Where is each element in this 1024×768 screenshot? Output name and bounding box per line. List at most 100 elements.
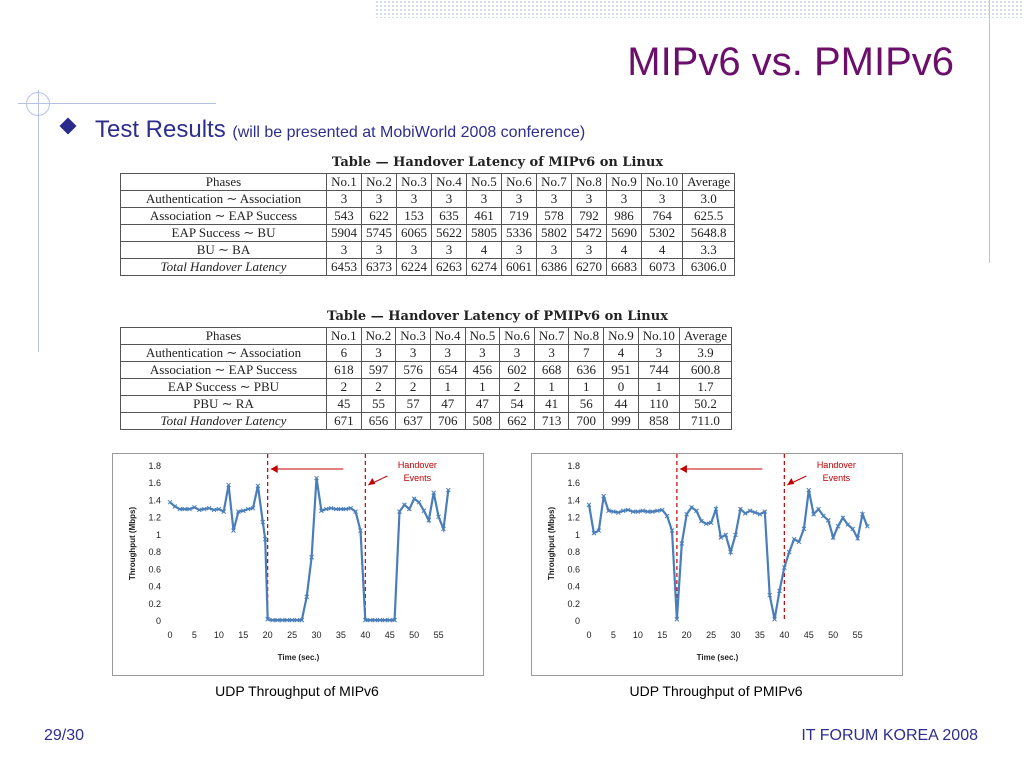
annotation-arrow-head-2 [368,478,376,485]
value-cell: 47 [429,395,466,413]
data-point-marker [640,508,646,514]
phase-cell: PBU ∼ RA [120,395,327,413]
data-point-marker [255,483,261,489]
value-cell: 706 [429,412,466,430]
y-tick-label: 0.4 [567,582,580,592]
value-cell: 3 [429,344,466,362]
data-point-marker [586,502,592,508]
value-cell: 3 [501,190,537,208]
data-point-marker [382,617,388,623]
data-point-marker [806,487,812,493]
annotation-label: Handover [398,460,437,470]
data-point-marker [796,539,802,545]
value-cell: 3.9 [678,344,732,362]
data-point-marker [630,509,636,514]
data-point-marker [441,526,446,532]
data-point-marker [645,509,650,514]
data-point-marker [674,616,680,622]
value-cell: 3 [536,190,572,208]
data-point-marker [206,505,212,511]
slide-title: MIPv6 vs. PMIPv6 [627,40,954,84]
table-row: Association ∼ EAP Success 543 622 153 635 461… [120,207,736,225]
data-point-marker [187,506,192,512]
annotation-arrow-head [679,465,687,473]
table-mipv6-caption: Table — Handover Latency of MIPv6 on Lin… [331,155,664,170]
header-cell: No.1 [326,327,362,345]
value-cell: 5802 [536,224,572,242]
x-axis-label: Time (sec.) [697,653,739,662]
y-tick-label: 1.8 [567,461,580,471]
data-point-marker [265,616,271,622]
data-point-marker [260,519,266,525]
value-cell: 3.3 [682,241,736,259]
data-point-marker [860,511,865,517]
data-point-marker [328,505,334,511]
header-cell: Average [678,327,732,345]
value-cell: 3 [361,241,397,259]
phase-cell: EAP Success ∼ PBU [120,378,327,396]
y-axis-label: Throughput (Mbps) [547,507,556,581]
value-cell: 576 [395,361,431,379]
value-cell: 602 [499,361,535,379]
data-point-marker [703,521,709,527]
value-cell: 4 [606,241,642,259]
data-point-marker [426,517,432,523]
data-point-marker [236,509,241,514]
data-point-marker [801,526,807,532]
value-cell: 713 [533,412,570,430]
data-point-marker [333,506,339,512]
value-cell: 5302 [640,224,684,242]
chart-mipv6-caption: UDP Throughput of MIPv6 [215,683,379,699]
data-point-marker [348,505,354,511]
data-point-marker [606,508,611,514]
phase-cell: BU ∼ BA [120,241,327,259]
data-point-marker [689,504,694,510]
value-cell: 3 [536,241,572,259]
x-tick-label: 35 [336,630,346,640]
header-cell: No.4 [431,173,467,191]
data-point-marker [738,506,743,512]
diamond-bullet-icon [59,117,77,135]
value-cell: 57 [395,395,431,413]
value-cell: 3.0 [682,190,736,208]
data-point-marker [840,515,846,521]
x-tick-label: 25 [287,630,297,640]
header-cell-phases: Phases [120,173,327,191]
value-cell: 635 [431,207,467,225]
y-tick-label: 1 [156,530,161,540]
x-tick-label: 15 [238,630,248,640]
bullet-sub-text: (will be presented at MobiWorld 2008 con… [232,124,586,141]
data-point-marker [664,513,670,519]
value-cell: 6073 [640,258,684,276]
data-point-marker [650,509,655,514]
x-tick-label: 15 [657,630,667,640]
value-cell: 3 [533,344,570,362]
data-point-marker [416,499,422,505]
value-cell: 597 [360,361,397,379]
data-point-marker [338,506,344,512]
value-cell: 4 [640,241,684,259]
value-cell: 50.2 [678,395,732,413]
value-cell: 671 [326,412,362,430]
value-cell: 456 [464,361,501,379]
data-point-marker [172,504,178,509]
header-cell: No.6 [501,173,537,191]
value-cell: 55 [360,395,397,413]
value-cell: 1 [637,378,680,396]
data-point-marker [294,617,300,623]
data-point-marker [655,508,660,514]
value-cell: 6065 [396,224,432,242]
footer-text: IT FORUM KOREA 2008 [801,727,978,744]
x-tick-label: 30 [311,630,321,640]
value-cell: 153 [396,207,432,225]
data-point-marker [816,506,821,512]
table-row: Authentication ∼ Association 6 3 3 3 3 3 3 7 4 3 3.… [120,344,732,362]
value-cell: 600.8 [678,361,732,379]
data-point-marker [615,510,621,515]
data-point-marker [835,523,841,529]
data-point-marker [397,509,402,514]
x-tick-label: 10 [214,630,224,640]
data-point-marker [353,509,358,514]
value-cell: 44 [603,395,639,413]
table-mipv6: Phases No.1 No.2 No.3 No.4 No.5 No.6 No.7 No.8 No… [120,173,736,276]
